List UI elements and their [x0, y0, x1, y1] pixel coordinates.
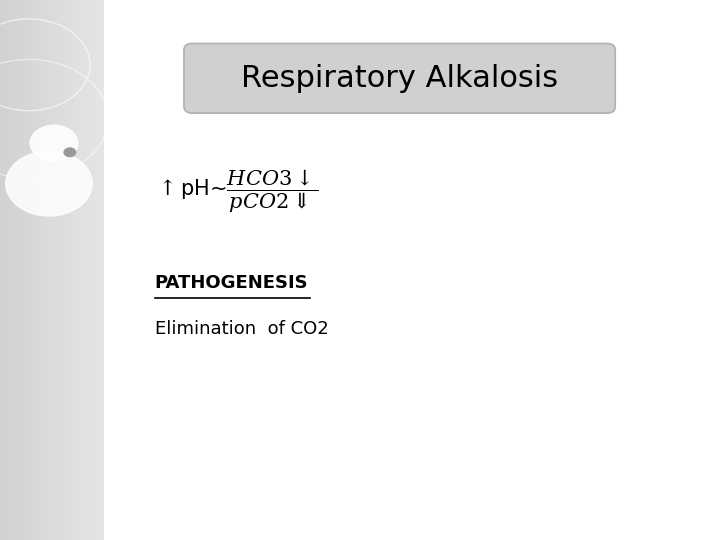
Bar	[16, 0, 17, 540]
Bar	[103, 0, 104, 540]
FancyBboxPatch shape	[184, 44, 615, 113]
Bar	[50, 0, 52, 540]
Bar	[94, 0, 96, 540]
Bar	[66, 0, 68, 540]
Bar	[63, 0, 64, 540]
Bar	[32, 0, 33, 540]
Bar	[92, 0, 94, 540]
Bar	[97, 0, 99, 540]
Bar	[71, 0, 73, 540]
Bar	[10, 0, 12, 540]
Bar	[5, 0, 7, 540]
Bar	[9, 0, 10, 540]
Bar	[47, 0, 49, 540]
Bar	[82, 0, 84, 540]
Text: PATHOGENESIS: PATHOGENESIS	[155, 274, 308, 293]
Bar	[70, 0, 71, 540]
Bar	[26, 0, 28, 540]
Bar	[24, 0, 26, 540]
Bar	[1, 0, 4, 540]
Bar	[75, 0, 76, 540]
Bar	[84, 0, 85, 540]
Bar	[49, 0, 50, 540]
Bar	[89, 0, 91, 540]
Bar	[58, 0, 59, 540]
Bar	[30, 0, 32, 540]
Bar	[55, 0, 58, 540]
Bar	[54, 0, 55, 540]
Bar	[38, 0, 40, 540]
Bar	[76, 0, 78, 540]
Text: Respiratory Alkalosis: Respiratory Alkalosis	[241, 64, 558, 93]
Bar	[21, 0, 22, 540]
Bar	[73, 0, 75, 540]
Bar	[14, 0, 16, 540]
Bar	[52, 0, 54, 540]
Bar	[42, 0, 43, 540]
Bar	[96, 0, 97, 540]
Circle shape	[30, 125, 78, 161]
Bar	[45, 0, 47, 540]
Bar	[87, 0, 89, 540]
Bar	[17, 0, 19, 540]
Text: Elimination  of CO2: Elimination of CO2	[155, 320, 328, 339]
Bar	[59, 0, 61, 540]
Circle shape	[6, 151, 92, 216]
Bar	[7, 0, 9, 540]
Bar	[33, 0, 35, 540]
Bar	[4, 0, 5, 540]
Bar	[28, 0, 30, 540]
Circle shape	[64, 148, 76, 157]
Bar	[0, 0, 1, 540]
Text: $\uparrow$pH~$\dfrac{HCO3\downarrow}{pCO2\Downarrow}$: $\uparrow$pH~$\dfrac{HCO3\downarrow}{pCO…	[155, 168, 319, 215]
Bar	[40, 0, 42, 540]
Bar	[12, 0, 14, 540]
Bar	[35, 0, 37, 540]
Bar	[22, 0, 24, 540]
Bar	[80, 0, 82, 540]
Bar	[85, 0, 87, 540]
Bar	[37, 0, 38, 540]
Bar	[61, 0, 63, 540]
Bar	[78, 0, 80, 540]
Bar	[99, 0, 101, 540]
Bar	[101, 0, 103, 540]
Bar	[19, 0, 21, 540]
Bar	[91, 0, 92, 540]
Bar	[43, 0, 45, 540]
Bar	[64, 0, 66, 540]
Bar	[68, 0, 70, 540]
